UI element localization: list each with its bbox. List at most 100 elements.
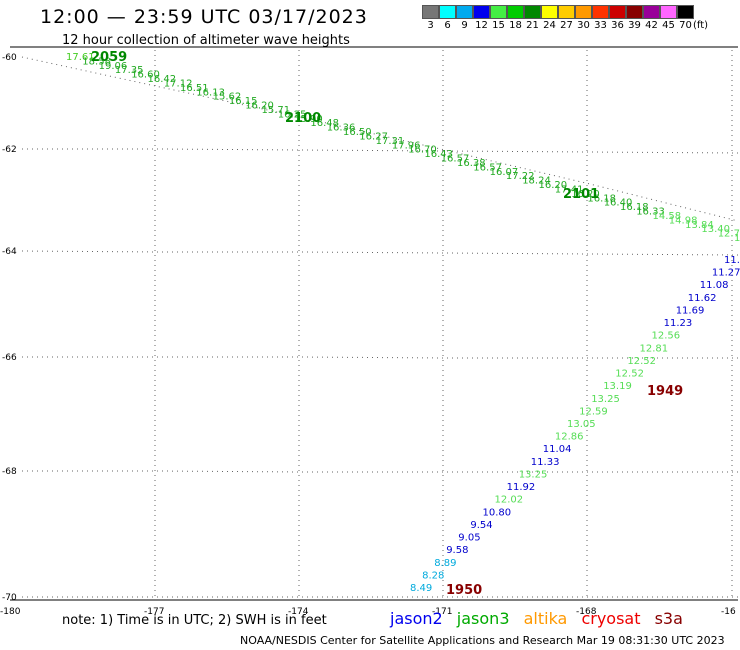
- wave-height-label: 9.05: [458, 533, 480, 544]
- wave-height-label: 16.13: [196, 87, 225, 98]
- legend-label: 3: [427, 20, 434, 31]
- wave-height-label: 12.02: [495, 495, 524, 506]
- lon-label: -180: [0, 607, 21, 617]
- wave-height-label: 17.12: [164, 79, 193, 90]
- wave-height-label: 9.54: [470, 520, 492, 531]
- latitude-gridlines: [21, 56, 739, 598]
- legend-label: 27: [560, 20, 573, 31]
- wave-height-label: 11.69: [676, 306, 705, 317]
- legend-labels: 3 6 9 12 15 18 21 24 27 30 33 36 39 42 45 70 (ft): [422, 20, 709, 31]
- wave-height-label: 16.38: [457, 158, 486, 169]
- wave-height-label: 16.57: [441, 154, 470, 165]
- wave-height-label: 17.61: [66, 52, 95, 63]
- wave-height-label: 16.07: [490, 167, 519, 178]
- wave-height-label: 17.35: [115, 65, 144, 76]
- wave-height-label: 16.50: [343, 127, 372, 138]
- lat-label: -62: [2, 145, 17, 155]
- wave-height-label: 12.59: [579, 406, 608, 417]
- legend-swatch: [524, 5, 541, 19]
- legend-swatch: [473, 5, 490, 19]
- wave-height-label: 16.15: [229, 96, 258, 107]
- wave-height-label: 16.18: [620, 202, 649, 213]
- wave-height-label: 8.49: [410, 583, 432, 594]
- wave-height-label: 15.71: [262, 105, 291, 116]
- legend-swatch: [592, 5, 609, 19]
- wave-height-label: 16.20: [571, 189, 600, 200]
- wave-height-label: 16.48: [310, 118, 339, 129]
- wave-height-label: 16.20: [245, 101, 274, 112]
- lat-label: -60: [2, 53, 17, 63]
- legend-swatch: [422, 5, 439, 19]
- legend-unit: (ft): [692, 20, 709, 31]
- lat-label: -64: [2, 247, 17, 257]
- parallel-64: [21, 250, 739, 256]
- wave-height-label: 15.62: [213, 92, 242, 103]
- wave-height-label: 16.51: [180, 83, 209, 94]
- wave-height-label: 16.43: [424, 149, 453, 160]
- wave-height-label: 13.84: [685, 220, 714, 231]
- wave-height-label: 16.40: [604, 198, 633, 209]
- legend-swatch: [558, 5, 575, 19]
- wave-height-label: 16.18: [587, 193, 616, 204]
- legend-label: 45: [662, 20, 675, 31]
- legend-label: 36: [611, 20, 624, 31]
- legend-swatch: [575, 5, 592, 19]
- wave-height-label: 12.: [734, 233, 740, 244]
- wave-height-label: 10.80: [483, 507, 512, 518]
- lon-label: -171: [432, 607, 452, 617]
- wave-height-label: 11.92: [507, 482, 536, 493]
- legend-swatch: [677, 5, 694, 19]
- map-title: 12:00 — 23:59 UTC 03/17/2023: [40, 6, 368, 28]
- legend-label: 15: [492, 20, 505, 31]
- wave-height-label: 12.79: [718, 229, 740, 240]
- lon-label: -177: [144, 607, 164, 617]
- wave-height-label: 16.42: [148, 74, 177, 85]
- wave-height-label: 12.81: [640, 343, 669, 354]
- legend-swatch: [490, 5, 507, 19]
- legend-label: 9: [461, 20, 468, 31]
- parallel-62: [22, 148, 739, 154]
- time-label: 1949: [647, 384, 683, 399]
- wave-height-label: 17.31: [376, 136, 405, 147]
- time-labels: 2059 2100 2101 1949 1950: [91, 50, 683, 598]
- sat-cryosat: cryosat: [581, 609, 641, 628]
- legend-swatch: [643, 5, 660, 19]
- legend-label: 30: [577, 20, 590, 31]
- legend-label: 24: [543, 20, 556, 31]
- legend-label: 6: [444, 20, 451, 31]
- lon-label: -168: [576, 607, 597, 617]
- wave-height-label: 12.52: [627, 356, 656, 367]
- wave-height-label: 17.96: [392, 140, 421, 151]
- legend-swatch: [541, 5, 558, 19]
- wave-height-label: 16.20: [539, 180, 568, 191]
- wave-height-label: 13.19: [603, 381, 632, 392]
- time-label: 2100: [285, 111, 321, 126]
- legend-label: 21: [526, 20, 539, 31]
- wave-height-label: 11.: [724, 255, 740, 266]
- wave-height-label: 11.62: [688, 293, 717, 304]
- lon-label: -16: [721, 607, 736, 617]
- parallel-66: [22, 356, 738, 359]
- legend-swatch: [626, 5, 643, 19]
- legend-label: 18: [509, 20, 522, 31]
- wave-height-label: 14.98: [669, 215, 698, 226]
- wave-track-north: 17.6118.5819.0617.3516.6016.4217.1216.51…: [66, 52, 740, 244]
- wave-height-label: 16.60: [131, 70, 160, 81]
- wave-height-label: 11.23: [664, 318, 693, 329]
- wave-height-label: 16.70: [408, 145, 437, 156]
- legend-label: 42: [645, 20, 658, 31]
- wave-height-label: 16.27: [359, 132, 388, 143]
- legend-label: 39: [628, 20, 641, 31]
- wave-height-label: 12.86: [555, 432, 584, 443]
- wave-height-label: 11.33: [531, 457, 560, 468]
- sat-jason2: jason2: [390, 609, 443, 628]
- wave-height-label: 13.25: [519, 470, 548, 481]
- map-subtitle: 12 hour collection of altimeter wave hei…: [62, 33, 350, 48]
- wave-height-label: 18.58: [82, 56, 111, 67]
- lat-label: -68: [2, 467, 17, 477]
- wave-height-label: 17.41: [555, 184, 584, 195]
- wave-height-label: 9.58: [446, 545, 468, 556]
- sat-jason3: jason3: [456, 609, 510, 628]
- footer-credit: NOAA/NESDIS Center for Satellite Applica…: [240, 634, 725, 647]
